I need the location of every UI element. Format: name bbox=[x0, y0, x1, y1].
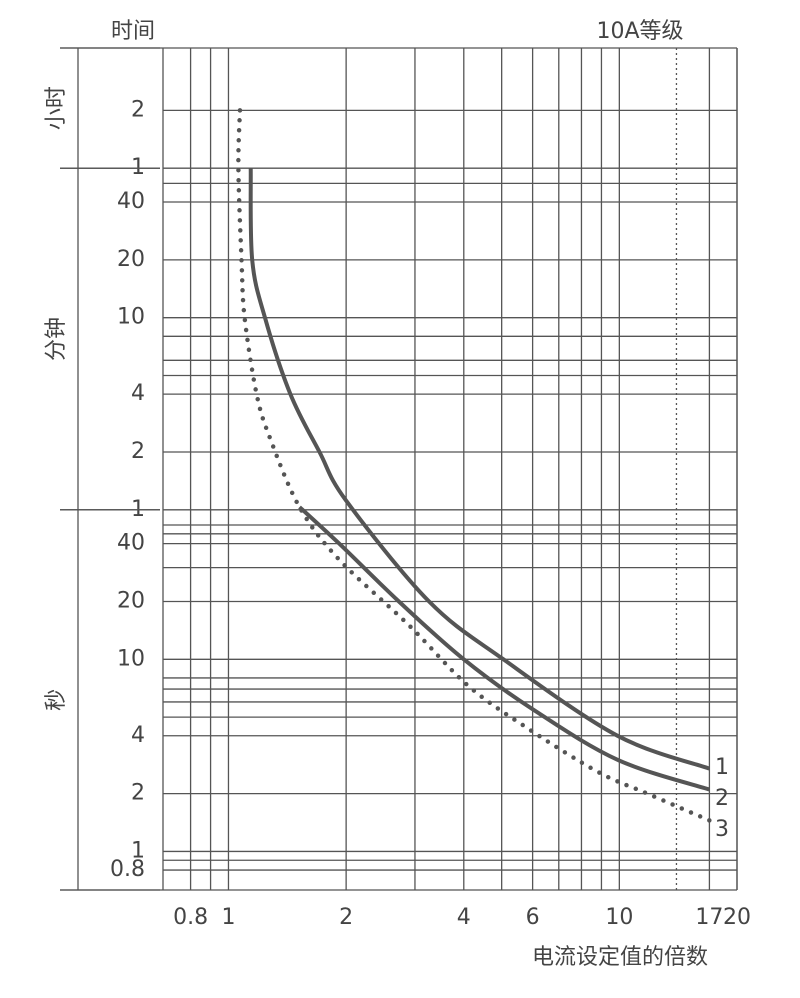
chart-title: 10A等级 bbox=[596, 19, 683, 44]
y-tick-label: 10 bbox=[117, 646, 145, 671]
y-tick-label: 2 bbox=[131, 439, 145, 464]
y-tick-label: 4 bbox=[131, 723, 145, 748]
x-tick-label: 0.8 bbox=[173, 905, 208, 930]
y-tick-label: 2 bbox=[131, 97, 145, 122]
x-title: 电流设定值的倍数 bbox=[532, 945, 708, 970]
y-title: 时间 bbox=[111, 19, 155, 44]
x-tick-label: 2 bbox=[339, 905, 353, 930]
x-tick-label: 1 bbox=[221, 905, 235, 930]
x-tick-label: 10 bbox=[605, 905, 633, 930]
y-unit-label: 秒 bbox=[44, 689, 69, 711]
curve-label: 1 bbox=[715, 755, 729, 780]
y-tick-label: 20 bbox=[117, 588, 145, 613]
unit-label-bg bbox=[42, 78, 72, 139]
curve bbox=[248, 168, 711, 771]
y-tick-label: 20 bbox=[117, 247, 145, 272]
y-tick-label: 40 bbox=[117, 189, 145, 214]
curve bbox=[236, 108, 712, 823]
unit-label-bg bbox=[42, 669, 72, 730]
y-unit-label: 分钟 bbox=[44, 317, 69, 361]
curve-label: 2 bbox=[715, 786, 729, 811]
x-tick-label: 20 bbox=[723, 905, 751, 930]
curve bbox=[298, 505, 711, 792]
unit-label-bg bbox=[42, 308, 72, 369]
curve-label: 3 bbox=[715, 817, 729, 842]
y-tick-label: 1 bbox=[131, 838, 145, 863]
y-tick-label: 2 bbox=[131, 781, 145, 806]
x-tick-label: 4 bbox=[457, 905, 471, 930]
y-unit-label: 小时 bbox=[44, 86, 69, 130]
x-tick-label: 6 bbox=[526, 905, 540, 930]
x-tick-label: 17 bbox=[695, 905, 723, 930]
y-tick-label: 0.8 bbox=[110, 857, 145, 882]
y-tick-label: 40 bbox=[117, 531, 145, 556]
y-tick-label: 10 bbox=[117, 305, 145, 330]
y-tick-label: 4 bbox=[131, 381, 145, 406]
